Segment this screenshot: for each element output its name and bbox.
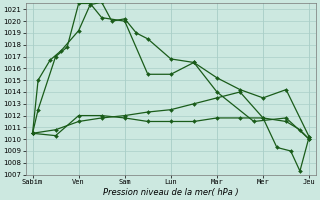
X-axis label: Pression niveau de la mer( hPa ): Pression niveau de la mer( hPa ) [103, 188, 239, 197]
